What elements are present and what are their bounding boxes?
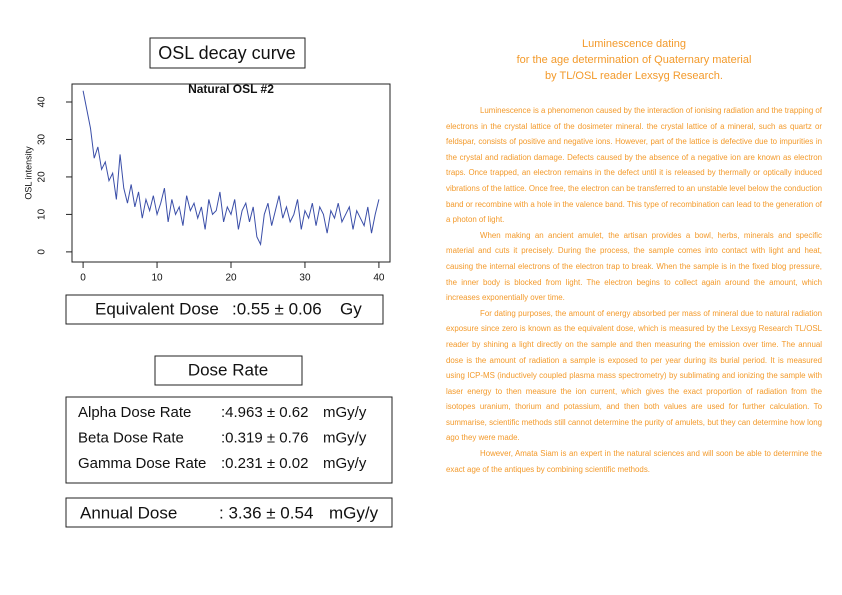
annual-dose-label: Annual Dose bbox=[80, 503, 177, 522]
dose-rate-box bbox=[65, 396, 393, 484]
x-tick-label: 20 bbox=[225, 273, 237, 284]
y-tick-label: 0 bbox=[37, 249, 48, 255]
title-box bbox=[149, 37, 306, 69]
article-title: Luminescence dating for the age determina… bbox=[446, 36, 822, 84]
article-paragraph: When making an ancient amulet, the artis… bbox=[446, 230, 822, 303]
y-tick-label: 20 bbox=[37, 171, 48, 183]
dose-rate-unit: mGy/y bbox=[323, 429, 367, 446]
dose-rate-rows: Alpha Dose Rate :4.963 ± 0.62 mGy/y Beta Do… bbox=[78, 404, 367, 472]
dose-rate-title: Dose Rate bbox=[188, 360, 268, 379]
plot-frame bbox=[71, 83, 391, 263]
x-tick-label: 0 bbox=[80, 273, 86, 284]
article: Luminescence dating for the age determina… bbox=[446, 36, 822, 477]
dose-rate-label: Alpha Dose Rate bbox=[78, 404, 191, 421]
dose-rate-value: :0.319 ± 0.76 bbox=[221, 429, 308, 446]
dose-rate-label: Gamma Dose Rate bbox=[78, 455, 206, 472]
article-title-line: Luminescence dating bbox=[582, 38, 686, 50]
y-tick-label: 40 bbox=[37, 96, 48, 108]
equivalent-dose-label: Equivalent Dose bbox=[95, 299, 219, 318]
y-tick-label: 10 bbox=[37, 208, 48, 220]
dose-rate-label: Beta Dose Rate bbox=[78, 429, 184, 446]
panel-title: OSL decay curve bbox=[158, 43, 295, 63]
dose-rate-unit: mGy/y bbox=[323, 404, 367, 421]
y-tick-label: 30 bbox=[37, 133, 48, 145]
osl-line bbox=[82, 90, 380, 247]
plot: 0 10 20 30 40 0 10 20 30 40 bbox=[37, 90, 385, 284]
article-title-line: by TL/OSL reader Lexsyg Research. bbox=[545, 70, 723, 82]
y-axis-label: OSL intensity bbox=[23, 146, 33, 200]
article-paragraph: However, Amata Siam is an expert in the … bbox=[446, 449, 822, 474]
x-tick-label: 40 bbox=[373, 273, 385, 284]
x-tick-label: 10 bbox=[151, 273, 163, 284]
x-tick-label: 30 bbox=[299, 273, 311, 284]
equivalent-dose-value: :0.55 ± 0.06 bbox=[232, 299, 322, 318]
dose-rate-value: :4.963 ± 0.62 bbox=[221, 404, 308, 421]
equivalent-dose-unit: Gy bbox=[340, 299, 362, 318]
dose-rate-title-box bbox=[154, 355, 303, 386]
dose-rate-value: :0.231 ± 0.02 bbox=[221, 455, 308, 472]
article-paragraph: For dating purposes, the amount of energ… bbox=[446, 308, 822, 443]
chart-title: Natural OSL #2 bbox=[188, 82, 274, 96]
article-paragraph: Luminescence is a phenomenon caused by t… bbox=[446, 106, 822, 225]
article-body: Luminescence is a phenomenon caused by t… bbox=[446, 103, 822, 477]
equivalent-dose-box bbox=[65, 294, 384, 325]
annual-dose-box bbox=[65, 497, 393, 528]
annual-dose-value: : 3.36 ± 0.54 bbox=[219, 503, 313, 522]
dose-rate-unit: mGy/y bbox=[323, 455, 367, 472]
article-title-line: for the age determination of Quaternary … bbox=[516, 54, 752, 66]
annual-dose-unit: mGy/y bbox=[329, 503, 379, 522]
